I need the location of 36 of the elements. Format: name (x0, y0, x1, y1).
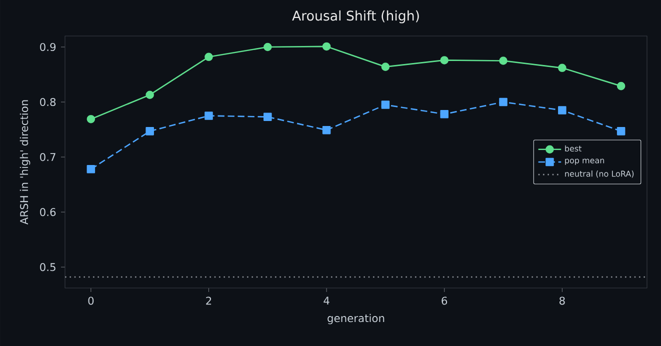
point (499, 56, 508, 65)
point (264, 42, 272, 52)
point (381, 100, 390, 109)
y-tick-label: 0.7 (40, 152, 56, 162)
y-tick-label: 0.6 (40, 208, 56, 216)
x-tick-label: 2 (206, 296, 212, 305)
point (558, 106, 566, 114)
point (616, 127, 626, 136)
point (204, 112, 213, 120)
x-tick-label: 0 (88, 296, 94, 305)
point (146, 90, 154, 99)
point (322, 42, 331, 51)
y-tick-label: 0.9 (40, 42, 56, 52)
x-tick-label: 4 (324, 296, 330, 304)
x-tick-label: 8 (560, 296, 565, 305)
point (86, 114, 96, 124)
x-axis-title: generation (328, 314, 384, 324)
chart-title: Arousal Shift (high) (292, 10, 419, 24)
point (204, 52, 213, 62)
point (86, 165, 96, 174)
y-axis-title: ARSH in 'high' direction (20, 100, 30, 225)
point (322, 126, 331, 134)
point (146, 127, 154, 136)
point (499, 98, 508, 106)
point (381, 62, 390, 71)
point (440, 56, 448, 64)
y-tick-label: 0.8 (40, 98, 56, 106)
y-tick-label: 0.5 (40, 263, 56, 272)
point (264, 112, 272, 122)
point (440, 110, 448, 118)
legend-label: best (565, 145, 582, 152)
legend-label: neutral (no LoRA) (565, 170, 634, 178)
point (616, 82, 626, 90)
point (558, 64, 566, 72)
legend-label: pop mean (565, 158, 604, 165)
x-tick-label: 6 (442, 296, 448, 305)
